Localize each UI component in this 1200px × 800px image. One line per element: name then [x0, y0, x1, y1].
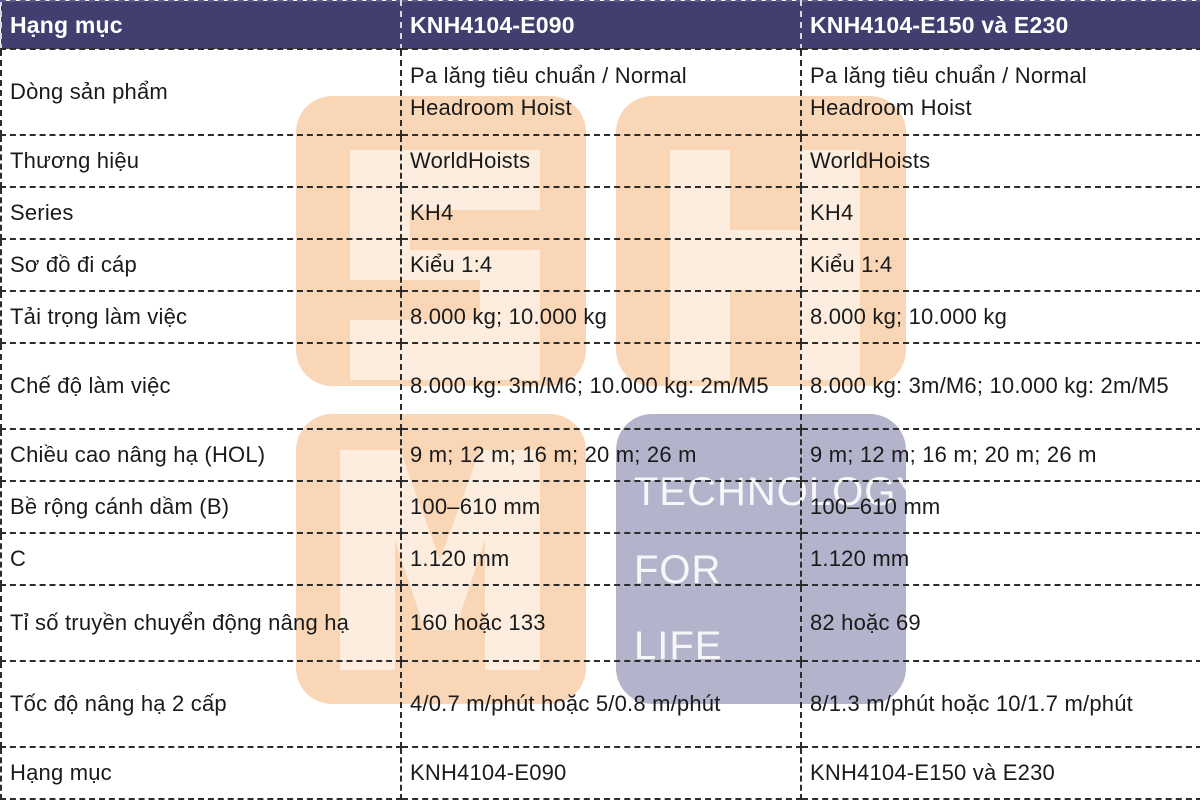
row-value-e150: 1.120 mm [800, 532, 1200, 586]
table-footer-row: Hạng mục KNH4104-E090 KNH4104-E150 và E2… [0, 746, 1200, 800]
row-label: C [0, 532, 402, 586]
table-row: Tốc độ nâng hạ 2 cấp 4/0.7 m/phút hoặc 5… [0, 660, 1200, 748]
table-row: Thương hiệu WorldHoists WorldHoists [0, 134, 1200, 188]
row-label: Chế độ làm việc [0, 342, 402, 430]
row-value-e090: 8.000 kg; 10.000 kg [400, 290, 802, 344]
row-value-e090: Pa lăng tiêu chuẩn / Normal Headroom Hoi… [400, 48, 802, 136]
table-header-row: Hạng mục KNH4104-E090 KNH4104-E150 và E2… [0, 0, 1200, 50]
row-label: Chiều cao nâng hạ (HOL) [0, 428, 402, 482]
row-value-e090: KNH4104-E090 [400, 746, 802, 800]
row-value-e090: Kiểu 1:4 [400, 238, 802, 292]
table-row: Series KH4 KH4 [0, 186, 1200, 240]
table-row: Bề rộng cánh dầm (B) 100–610 mm 100–610 … [0, 480, 1200, 534]
table-row: Tỉ số truyền chuyển động nâng hạ 160 hoặ… [0, 584, 1200, 662]
row-value-e150: KNH4104-E150 và E230 [800, 746, 1200, 800]
table-row: Dòng sản phẩm Pa lăng tiêu chuẩn / Norma… [0, 48, 1200, 136]
table-row: Tải trọng làm việc 8.000 kg; 10.000 kg 8… [0, 290, 1200, 344]
row-value-e090: 8.000 kg: 3m/M6; 10.000 kg: 2m/M5 [400, 342, 802, 430]
header-model-e150-e230: KNH4104-E150 và E230 [800, 0, 1200, 50]
row-label: Sơ đồ đi cáp [0, 238, 402, 292]
row-value-e150: Kiểu 1:4 [800, 238, 1200, 292]
table-row: Sơ đồ đi cáp Kiểu 1:4 Kiểu 1:4 [0, 238, 1200, 292]
row-value-e090: KH4 [400, 186, 802, 240]
header-model-e090: KNH4104-E090 [400, 0, 802, 50]
row-value-e090: 160 hoặc 133 [400, 584, 802, 662]
table-row: Chế độ làm việc 8.000 kg: 3m/M6; 10.000 … [0, 342, 1200, 430]
row-label: Series [0, 186, 402, 240]
row-value-e150: 8.000 kg; 10.000 kg [800, 290, 1200, 344]
row-value-e150: 100–610 mm [800, 480, 1200, 534]
row-value-e090: 1.120 mm [400, 532, 802, 586]
row-value-e090: WorldHoists [400, 134, 802, 188]
table-row: C 1.120 mm 1.120 mm [0, 532, 1200, 586]
row-label: Tốc độ nâng hạ 2 cấp [0, 660, 402, 748]
row-value-e150: WorldHoists [800, 134, 1200, 188]
row-value-e150: Pa lăng tiêu chuẩn / Normal Headroom Hoi… [800, 48, 1200, 136]
header-item: Hạng mục [0, 0, 402, 50]
row-value-e090: 9 m; 12 m; 16 m; 20 m; 26 m [400, 428, 802, 482]
row-value-e090: 100–610 mm [400, 480, 802, 534]
row-value-e150: 8/1.3 m/phút hoặc 10/1.7 m/phút [800, 660, 1200, 748]
row-label: Dòng sản phẩm [0, 48, 402, 136]
row-label: Thương hiệu [0, 134, 402, 188]
row-value-e150: 8.000 kg: 3m/M6; 10.000 kg: 2m/M5 [800, 342, 1200, 430]
row-label: Tải trọng làm việc [0, 290, 402, 344]
row-label: Hạng mục [0, 746, 402, 800]
row-value-e150: 82 hoặc 69 [800, 584, 1200, 662]
row-value-e090: 4/0.7 m/phút hoặc 5/0.8 m/phút [400, 660, 802, 748]
row-label: Tỉ số truyền chuyển động nâng hạ [0, 584, 402, 662]
row-value-e150: KH4 [800, 186, 1200, 240]
row-label: Bề rộng cánh dầm (B) [0, 480, 402, 534]
table-row: Chiều cao nâng hạ (HOL) 9 m; 12 m; 16 m;… [0, 428, 1200, 482]
row-value-e150: 9 m; 12 m; 16 m; 20 m; 26 m [800, 428, 1200, 482]
